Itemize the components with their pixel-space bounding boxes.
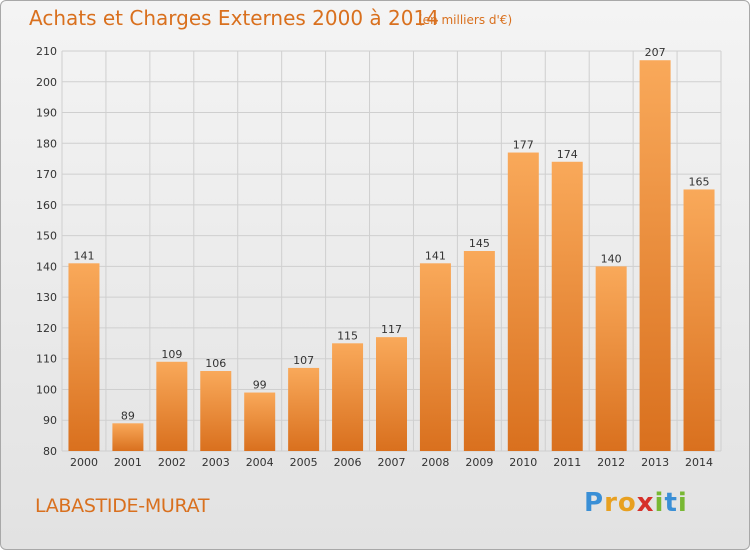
y-tick-label: 140: [36, 260, 57, 273]
x-tick-label: 2007: [378, 456, 406, 469]
bar-value-label: 207: [645, 46, 666, 59]
bar-value-label: 115: [337, 329, 358, 342]
bar: [244, 392, 276, 451]
x-tick-label: 2010: [509, 456, 537, 469]
bar-value-label: 99: [253, 379, 267, 392]
bar: [156, 361, 188, 451]
bar-value-label: 140: [601, 252, 622, 265]
bar-value-label: 117: [381, 323, 402, 336]
y-tick-label: 200: [36, 76, 57, 89]
x-tick-label: 2001: [114, 456, 142, 469]
x-tick-label: 2009: [465, 456, 493, 469]
place-label: LABASTIDE-MURAT: [35, 495, 210, 517]
x-tick-label: 2002: [158, 456, 186, 469]
x-tick-label: 2014: [685, 456, 713, 469]
bar: [683, 189, 715, 451]
proxiti-logo: Proxiti: [584, 488, 688, 518]
logo-letter: r: [604, 488, 618, 518]
x-tick-label: 2004: [246, 456, 274, 469]
x-tick-label: 2012: [597, 456, 625, 469]
bar: [507, 152, 539, 452]
bar: [595, 266, 627, 451]
bar-value-label: 89: [121, 409, 135, 422]
y-tick-label: 180: [36, 137, 57, 150]
bar: [463, 251, 495, 451]
logo-letter: x: [636, 488, 655, 518]
x-tick-label: 2013: [641, 456, 669, 469]
y-tick-label: 190: [36, 107, 57, 120]
bar-value-label: 145: [469, 237, 490, 250]
y-tick-label: 160: [36, 199, 57, 212]
bar-value-label: 141: [425, 249, 446, 262]
bar: [639, 60, 671, 451]
chart-title: Achats et Charges Externes 2000 à 2014: [29, 6, 439, 30]
bar: [419, 263, 451, 451]
logo-letter: o: [617, 488, 637, 518]
x-tick-label: 2006: [334, 456, 362, 469]
bar: [288, 367, 320, 451]
chart-subtitle: (en milliers d'€): [418, 13, 513, 27]
bar: [551, 161, 583, 451]
bar-value-label: 106: [205, 357, 226, 370]
bar: [376, 337, 407, 451]
y-tick-label: 110: [36, 353, 57, 366]
y-tick-label: 150: [36, 230, 57, 243]
x-tick-label: 2003: [202, 456, 230, 469]
logo-letter: i: [654, 488, 665, 518]
x-tick-label: 2000: [70, 456, 98, 469]
bar: [332, 343, 364, 451]
logo-letter: P: [584, 488, 605, 518]
y-tick-label: 90: [43, 414, 57, 427]
y-tick-label: 210: [36, 45, 57, 58]
bar: [112, 423, 144, 451]
bar-value-label: 109: [161, 348, 182, 361]
bar-value-label: 141: [73, 249, 94, 262]
y-tick-label: 130: [36, 291, 57, 304]
y-tick-label: 100: [36, 383, 57, 396]
x-tick-label: 2008: [421, 456, 449, 469]
y-tick-label: 80: [43, 445, 57, 458]
x-tick-label: 2005: [290, 456, 318, 469]
y-tick-label: 170: [36, 168, 57, 181]
bar-value-label: 177: [513, 139, 534, 152]
bar-value-label: 165: [689, 175, 710, 188]
y-tick-label: 120: [36, 322, 57, 335]
bar-value-label: 107: [293, 354, 314, 367]
bar-value-label: 174: [557, 148, 578, 161]
x-tick-label: 2011: [553, 456, 581, 469]
logo-letter: t: [664, 488, 678, 518]
bar: [68, 263, 100, 451]
bar: [200, 371, 232, 451]
logo-letter: i: [677, 488, 688, 518]
